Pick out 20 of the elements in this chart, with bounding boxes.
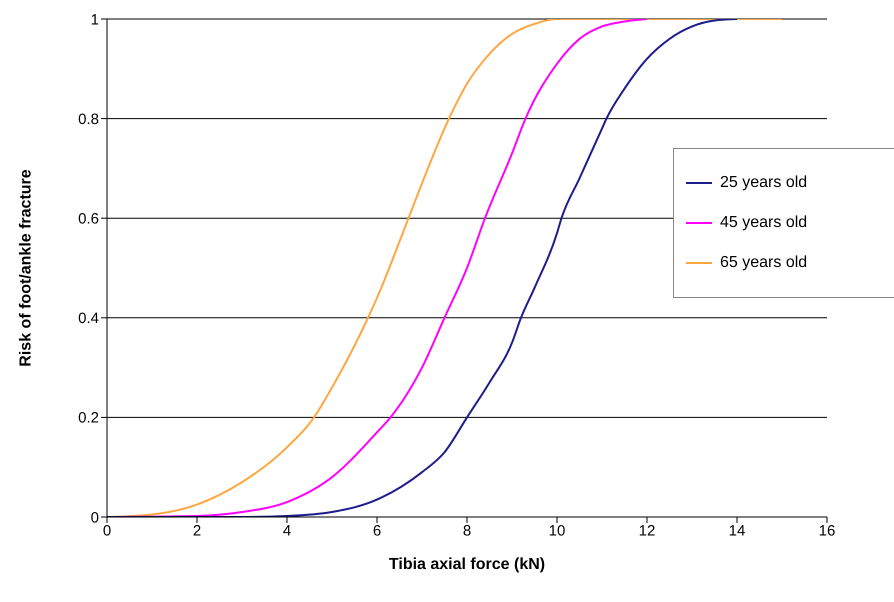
y-tick-label: 1 <box>90 11 99 28</box>
x-axis-title: Tibia axial force (kN) <box>388 556 546 573</box>
x-tick-label: 12 <box>638 522 656 540</box>
y-axis-title: Risk of foot/ankle fracture <box>18 169 35 367</box>
x-tick-label: 8 <box>462 522 472 540</box>
legend-label: 25 years old <box>720 174 808 192</box>
legend-label: 45 years old <box>720 214 808 232</box>
y-tick-label: 0.4 <box>78 310 99 328</box>
x-tick-label: 2 <box>192 522 202 540</box>
x-tick-label: 16 <box>818 522 836 540</box>
y-tick-label: 0.2 <box>78 410 99 427</box>
y-tick-label: 0.6 <box>78 210 99 228</box>
x-tick-label: 6 <box>372 522 382 540</box>
x-tick-label: 4 <box>282 522 292 540</box>
x-tick-label: 10 <box>548 522 566 540</box>
x-tick-label: 14 <box>728 522 746 540</box>
legend-label: 65 years old <box>720 254 808 272</box>
y-tick-label: 0.8 <box>78 110 99 128</box>
y-tick-label: 0 <box>90 509 99 526</box>
x-tick-label: 0 <box>102 522 112 540</box>
